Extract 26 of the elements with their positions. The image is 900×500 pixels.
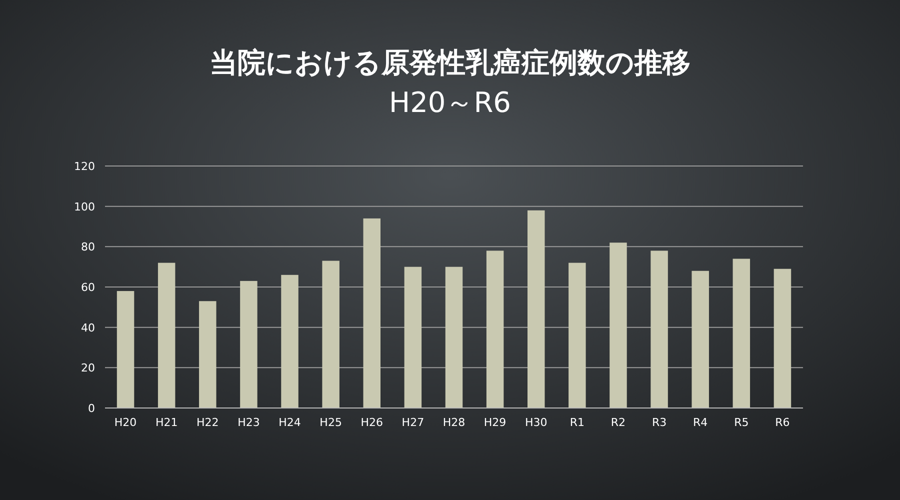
y-tick-label: 60 [81, 281, 95, 294]
x-tick-label: R2 [610, 416, 626, 429]
x-tick-label: R1 [570, 416, 585, 429]
x-tick-label: H20 [114, 416, 137, 429]
x-tick-label: H24 [278, 416, 301, 429]
y-tick-label: 80 [81, 240, 95, 254]
x-tick-label: H28 [442, 416, 466, 429]
x-tick-label: R4 [693, 416, 708, 429]
y-tick-label: 0 [88, 402, 95, 415]
x-tick-label: H22 [196, 416, 219, 429]
x-tick-label: H23 [238, 416, 260, 429]
x-tick-label: R5 [734, 416, 749, 429]
y-tick-label: 20 [81, 362, 95, 375]
x-tick-label: R3 [652, 416, 667, 429]
title: 当院における原発性乳癌症例数の推移 [210, 46, 690, 79]
x-tick-label: H29 [484, 416, 506, 429]
y-tick-label: 120 [74, 160, 95, 173]
y-tick-label: 40 [81, 321, 95, 334]
x-tick-label: R6 [775, 416, 790, 429]
x-tick-label: H25 [320, 416, 342, 429]
x-tick-label: H21 [155, 416, 178, 429]
subtitle: H20～R6 [389, 86, 511, 119]
x-tick-label: H26 [360, 416, 384, 429]
y-tick-label: 100 [74, 200, 95, 214]
x-tick-label: H30 [524, 416, 548, 429]
x-tick-label: H27 [402, 416, 424, 429]
